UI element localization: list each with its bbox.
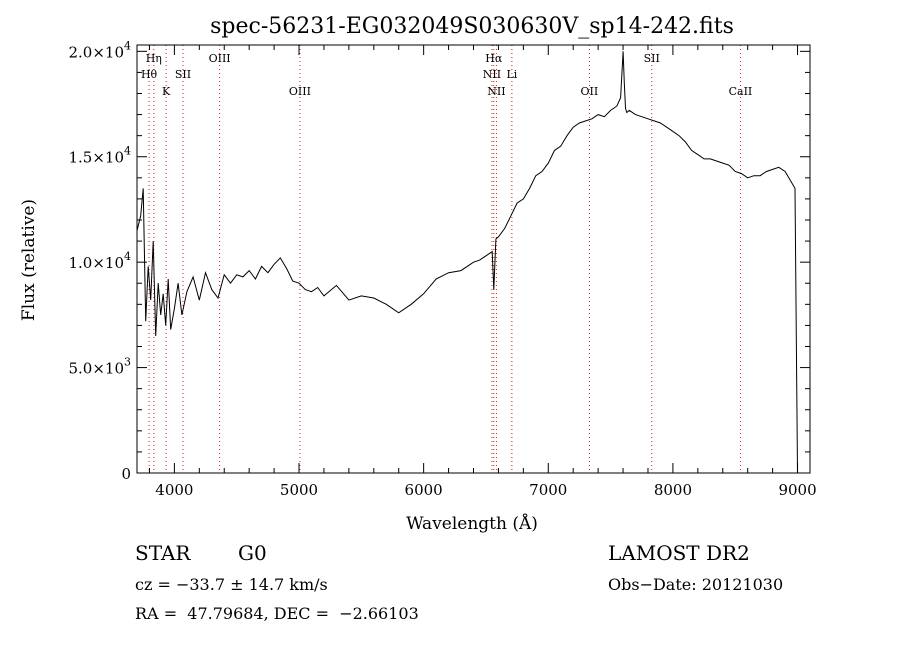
line-marker-label: NII [483, 68, 501, 81]
line-marker-label: Hη [146, 52, 162, 65]
ra-dec-coordinates: RA = 47.79684, DEC = −2.66103 [135, 604, 419, 623]
line-marker-label: Hα [485, 52, 503, 65]
line-marker-label: SII [175, 68, 191, 81]
y-axis-ticks: 0 5.0×103 1.0×104 1.5×104 2.0×104 [68, 39, 810, 483]
x-tick-label: 4000 [155, 481, 193, 499]
observation-date: Obs−Date: 20121030 [608, 575, 784, 594]
y-tick-label: 0 [121, 465, 131, 483]
line-marker-label: NII [487, 85, 505, 98]
y-tick-label: 2.0×104 [68, 39, 131, 61]
line-marker-label: CaII [729, 85, 753, 98]
line-marker-label: SII [644, 52, 660, 65]
y-tick-label: 1.5×104 [68, 145, 131, 167]
spectrum-plot: spec-56231-EG032049S030630V_sp14-242.fit… [19, 14, 817, 534]
x-tick-label: 7000 [529, 481, 567, 499]
x-tick-label: 6000 [405, 481, 443, 499]
line-marker-label: OIII [209, 52, 231, 65]
x-axis-label: Wavelength (Å) [406, 513, 538, 534]
line-markers [148, 45, 741, 473]
x-tick-label: 9000 [778, 481, 816, 499]
line-marker-label: K [162, 85, 171, 98]
line-marker-label: Li [506, 68, 517, 81]
y-tick-label: 5.0×103 [68, 356, 131, 378]
chart-title: spec-56231-EG032049S030630V_sp14-242.fit… [210, 14, 734, 39]
object-class: STAR [135, 541, 191, 565]
x-axis-ticks: 4000 5000 6000 7000 8000 9000 [148, 45, 817, 499]
y-tick-label: 1.0×104 [68, 250, 131, 272]
line-marker-label: Hθ [141, 68, 158, 81]
line-marker-label: OII [581, 85, 599, 98]
survey-name: LAMOST DR2 [608, 541, 750, 565]
spectrum-line [136, 51, 798, 474]
x-tick-label: 8000 [654, 481, 692, 499]
object-subclass: G0 [238, 541, 267, 565]
line-marker-label: OIII [289, 85, 311, 98]
y-axis-label: Flux (relative) [19, 199, 39, 321]
x-tick-label: 5000 [280, 481, 318, 499]
redshift-velocity: cz = −33.7 ± 14.7 km/s [135, 575, 328, 594]
plot-frame [136, 44, 811, 474]
